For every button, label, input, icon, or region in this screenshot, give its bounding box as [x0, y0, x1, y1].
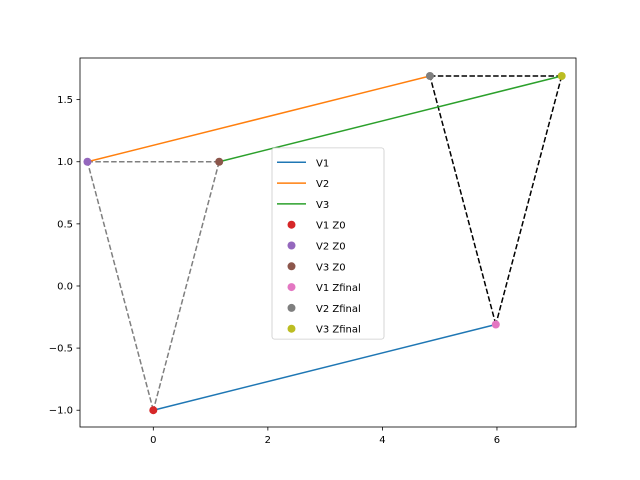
point-v3-z0: [215, 157, 224, 166]
legend-box: [271, 147, 385, 340]
plot-area: [83, 72, 566, 415]
x-tick-label: 6: [494, 435, 500, 446]
x-tick-label: 0: [150, 435, 156, 446]
triangle-edge: [86, 161, 155, 411]
y-tick-label: 1.0: [57, 157, 73, 168]
legend-label: V3 Z0: [316, 262, 346, 273]
triangle-edge: [429, 75, 497, 325]
legend-label: V1: [316, 158, 329, 169]
point-v2-z0: [83, 157, 92, 166]
y-tick-label: −0.5: [49, 344, 73, 355]
legend-label: V1 Zfinal: [316, 283, 361, 294]
legend-label: V2 Z0: [316, 242, 346, 253]
legend-label: V1 Z0: [316, 221, 346, 232]
triangle-edge: [152, 161, 220, 411]
y-tick-label: 0.5: [57, 219, 73, 230]
point-v1-z0: [149, 406, 158, 415]
x-tick-label: 2: [265, 435, 271, 446]
y-tick-label: 1.5: [57, 95, 73, 106]
legend-swatch-marker: [287, 303, 296, 312]
legend: V1 V2 V3 V1 Z0 V2 Z0 V3 Z0 V1 Zfinal V2 Zfinal V…: [271, 147, 385, 340]
legend-swatch-marker: [287, 324, 296, 333]
series-line-v2: [87, 75, 431, 163]
legend-label: V2: [316, 179, 329, 190]
legend-swatch-marker: [287, 262, 296, 271]
legend-swatch-marker: [287, 241, 296, 250]
series-line-v3: [218, 75, 562, 163]
legend-label: V3 Zfinal: [316, 325, 361, 336]
point-v3-zfinal: [557, 72, 566, 81]
triangle-edge: [495, 75, 563, 325]
axis-ticks: 0 2 4 6 −1.0 −0.5 0.0 0.5 1.0 1.5: [49, 95, 500, 446]
series-line-v1: [153, 323, 496, 411]
y-tick-label: 0.0: [57, 281, 73, 292]
y-tick-label: −1.0: [49, 406, 73, 417]
legend-label: V3: [316, 200, 329, 211]
axes-frame: [79, 57, 577, 428]
legend-swatch-marker: [287, 220, 296, 229]
point-v1-zfinal: [491, 320, 500, 329]
legend-swatch-marker: [287, 283, 296, 292]
point-v2-zfinal: [425, 72, 434, 81]
legend-label: V2 Zfinal: [316, 304, 361, 315]
x-tick-label: 4: [379, 435, 385, 446]
